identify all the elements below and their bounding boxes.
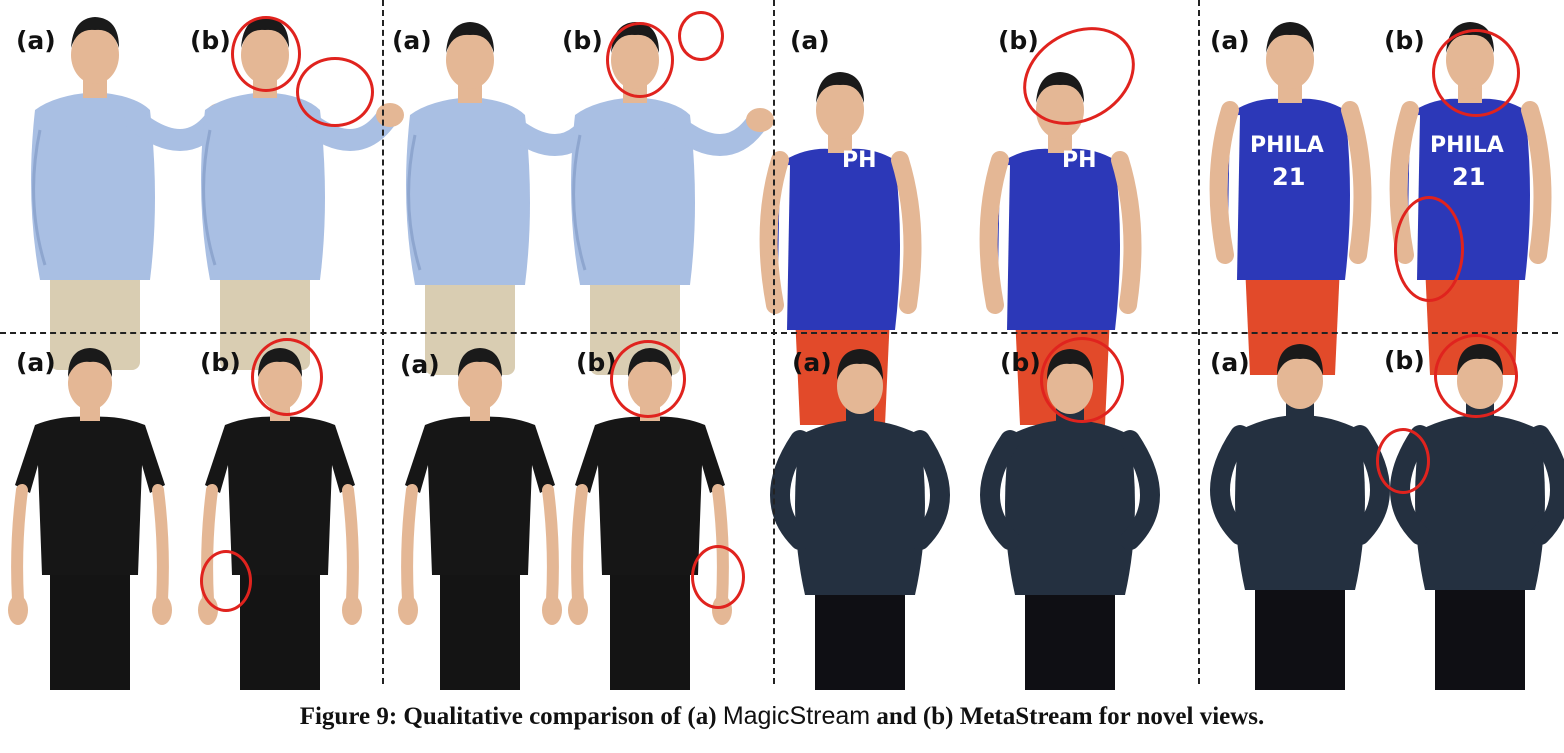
figure-navy-a4: [1220, 344, 1380, 690]
highlight-circle-hands-r1c1: [296, 57, 374, 127]
label-a-r2c3: (a): [792, 348, 832, 377]
caption-figure-label: Figure 9:: [299, 703, 398, 730]
vertical-separator-1: [382, 0, 384, 684]
highlight-circle-head-r2c3: [1040, 337, 1124, 423]
jersey-team-text-b4: PHILA: [1430, 133, 1504, 158]
highlight-circle-head-r1c4: [1432, 29, 1520, 117]
highlight-circle-arm-r1c4: [1394, 196, 1464, 302]
label-a-r2c1: (a): [16, 348, 56, 377]
caption-text-1: Qualitative comparison of (a): [403, 703, 717, 730]
label-b-r2c4: (b): [1384, 346, 1425, 375]
figure-jersey-a4: [1219, 22, 1363, 375]
label-a-r1c4: (a): [1210, 26, 1250, 55]
caption-text-3: for novel views.: [1098, 703, 1265, 730]
label-b-r2c3: (b): [1000, 348, 1041, 377]
highlight-circle-head-r2c4: [1434, 334, 1518, 418]
jersey-number-text-a4: 21: [1272, 163, 1306, 191]
label-a-r2c2: (a): [400, 350, 440, 379]
highlight-circle-head-r1c2: [606, 22, 674, 98]
label-a-r2c4: (a): [1210, 348, 1250, 377]
jersey-number-text-b4: 21: [1452, 163, 1486, 191]
vertical-separator-3: [1198, 0, 1200, 684]
jersey-partial-text-a3: PH: [842, 148, 877, 173]
horizontal-separator: [0, 332, 1558, 334]
highlight-circle-head-r2c1: [251, 338, 323, 416]
caption-text-2: and (b): [876, 703, 954, 730]
label-b-r1c3: (b): [998, 26, 1039, 55]
figure-black-a2: [398, 348, 562, 690]
label-b-r1c2: (b): [562, 26, 603, 55]
label-a-r1c1: (a): [16, 26, 56, 55]
label-b-r2c2: (b): [576, 348, 617, 377]
vertical-separator-2: [773, 0, 775, 684]
figure-blue-b2: [571, 22, 774, 375]
highlight-circle-hand-r2c2: [691, 545, 745, 609]
highlight-circle-hand-r2c4: [1376, 428, 1430, 494]
highlight-circle-head-r1c1: [231, 16, 301, 92]
figure-blue-b1: [201, 17, 404, 370]
label-a-r1c2: (a): [392, 26, 432, 55]
caption-method-b: MetaStream: [959, 703, 1093, 730]
caption-method-a: MagicStream: [722, 702, 871, 730]
jersey-partial-text-b3: PH: [1062, 148, 1097, 173]
figure-caption: Figure 9: Qualitative comparison of (a) …: [0, 702, 1564, 731]
label-b-r1c4: (b): [1384, 26, 1425, 55]
figure-black-a1: [8, 348, 172, 690]
label-a-r1c3: (a): [790, 26, 830, 55]
highlight-circle-head-r2c2: [610, 340, 686, 418]
figure-9: PH PH PHILA 21 PHILA 21 (a) (b) (a) (b) …: [0, 0, 1564, 690]
jersey-team-text-a4: PHILA: [1250, 133, 1324, 158]
highlight-circle-hand-r2c1: [200, 550, 252, 612]
label-b-r1c1: (b): [190, 26, 231, 55]
highlight-circle-fist-r1c2: [678, 11, 724, 61]
label-b-r2c1: (b): [200, 348, 241, 377]
